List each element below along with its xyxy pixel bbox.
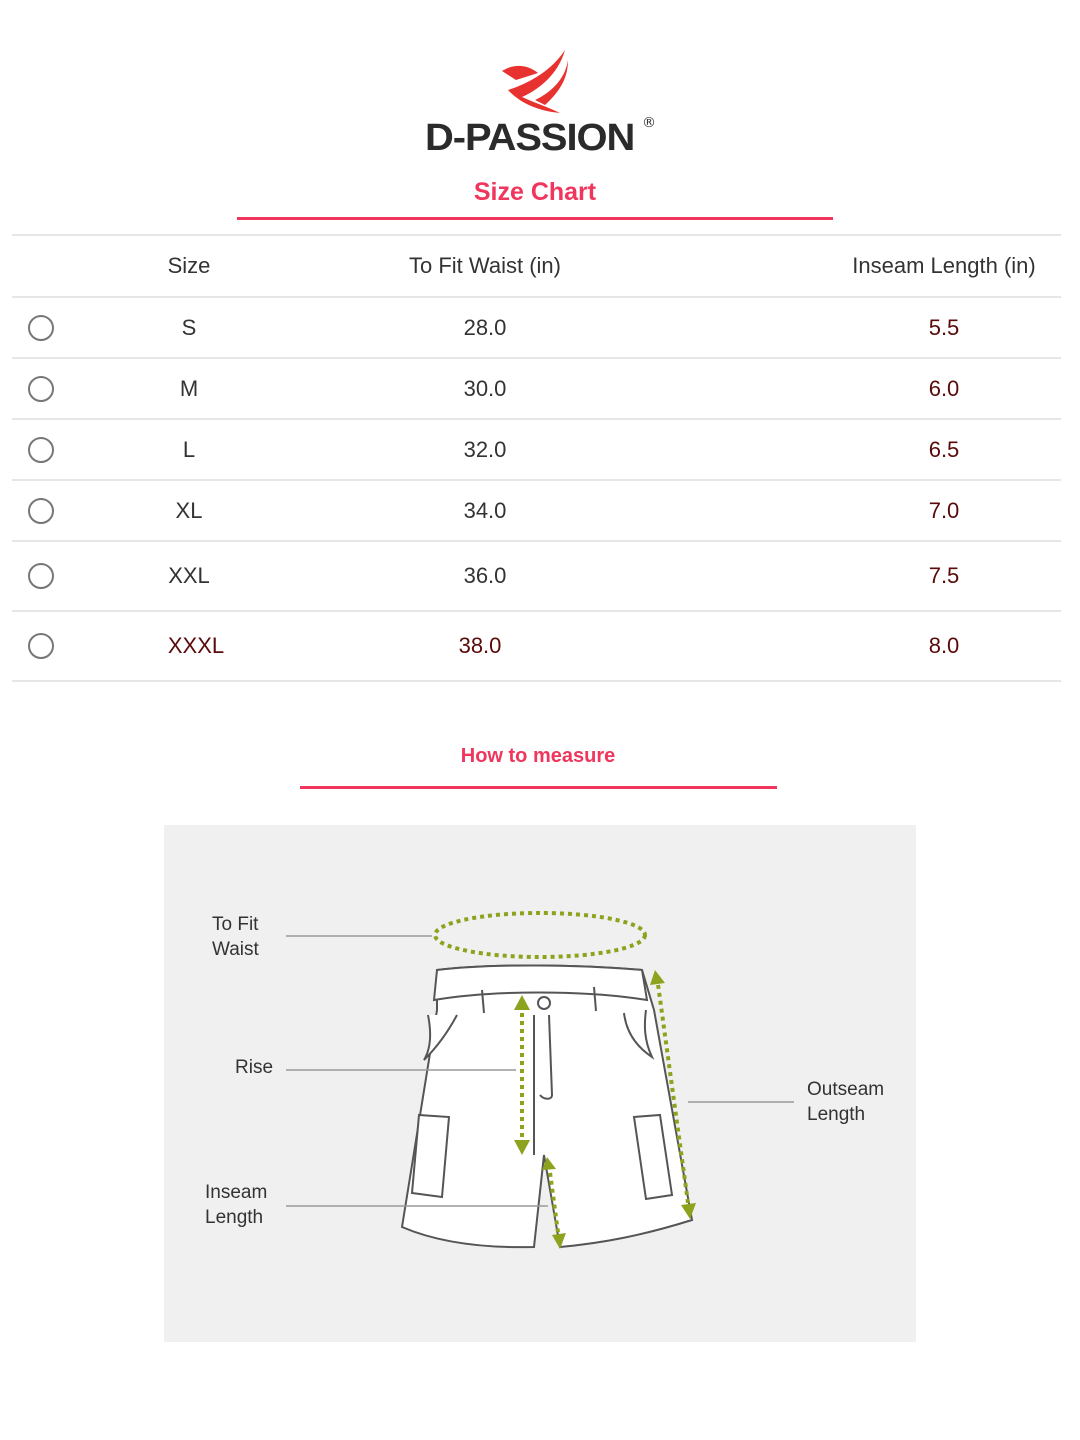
inseam-label: Inseam Length [205,1182,268,1228]
rise-label: Rise [235,1057,274,1078]
inseam-cell: 8.0 [928,633,960,658]
size-radio-s[interactable] [28,314,54,341]
waist-cell: 28.0 [463,314,507,340]
size-cell: M [179,375,199,401]
size-radio-m[interactable] [28,375,54,402]
waist-cell: 38.0 [458,633,502,658]
waist-cell: 32.0 [463,436,507,462]
brand-logo: D-PASSION ® [420,45,660,160]
inseam-cell: 7.0 [928,497,960,523]
size-radio-l[interactable] [28,436,54,463]
inseam-cell: 6.0 [928,375,960,401]
table-header: Size To Fit Waist (in) Inseam Length (in… [12,234,1061,296]
table-row[interactable]: M 30.0 6.0 [12,357,1061,418]
measure-diagram: To Fit Waist Rise Inseam Length Outseam … [164,825,916,1342]
table-row[interactable]: XL 34.0 7.0 [12,479,1061,540]
bird-logo-icon [502,50,568,113]
size-radio-xxl[interactable] [28,563,54,589]
column-header-waist: To Fit Waist (in) [409,253,561,278]
column-header-size: Size [167,253,211,278]
size-cell: XXXL [167,633,225,658]
size-radio-xl[interactable] [28,497,54,524]
title-underline [237,217,833,220]
table-row[interactable]: XXXL 38.0 8.0 [12,610,1061,682]
waist-cell: 34.0 [463,497,507,523]
size-chart-title: Size Chart [473,178,597,206]
size-table: Size To Fit Waist (in) Inseam Length (in… [12,234,1061,682]
column-header-inseam: Inseam Length (in) [852,253,1036,278]
size-cell: L [182,436,196,462]
inseam-cell: 7.5 [928,563,960,588]
how-to-measure-underline [300,786,777,789]
table-row[interactable]: S 28.0 5.5 [12,296,1061,357]
waist-label: To Fit Waist [212,914,259,960]
outseam-label: Outseam Length [807,1079,885,1125]
waist-cell: 30.0 [463,375,507,401]
registered-mark: ® [642,115,656,131]
table-row[interactable]: XXL 36.0 7.5 [12,540,1061,610]
waist-cell: 36.0 [463,563,507,588]
brand-name: D-PASSION [425,117,635,159]
inseam-cell: 6.5 [928,436,960,462]
shorts-illustration [286,911,794,1249]
inseam-cell: 5.5 [928,314,960,340]
size-cell: XL [175,497,203,523]
how-to-measure-title: How to measure [460,745,616,767]
size-cell: XXL [168,563,210,588]
table-row[interactable]: L 32.0 6.5 [12,418,1061,479]
size-radio-xxxl[interactable] [28,633,54,659]
size-cell: S [181,314,197,340]
